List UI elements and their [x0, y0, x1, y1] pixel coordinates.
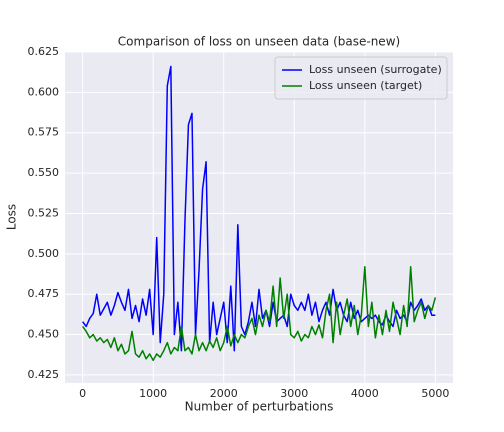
x-tick-label: 5000: [421, 387, 449, 400]
y-tick-label: 0.625: [28, 45, 60, 58]
x-tick-label: 3000: [280, 387, 308, 400]
legend-box: [274, 56, 448, 100]
y-tick-label: 0.575: [28, 126, 60, 139]
x-axis-label: Number of perturbations: [185, 400, 334, 414]
x-tick-label: 1000: [139, 387, 167, 400]
y-tick-label: 0.525: [28, 206, 60, 219]
legend: Loss unseen (surrogate) Loss unseen (targ…: [274, 56, 448, 100]
x-tick-label: 2000: [210, 387, 238, 400]
plot-area: [65, 52, 453, 383]
y-tick-label: 0.500: [28, 247, 60, 260]
y-tick-label: 0.450: [28, 328, 60, 341]
x-tick-label: 0: [79, 387, 86, 400]
series-line: [82, 65, 436, 352]
series-line: [82, 266, 437, 362]
chart-title: Comparison of loss on unseen data (base-…: [118, 35, 400, 49]
y-tick-label: 0.600: [28, 85, 60, 98]
legend-label: Loss unseen (surrogate): [309, 63, 442, 76]
x-tick-label: 4000: [351, 387, 379, 400]
legend-label: Loss unseen (target): [309, 79, 422, 92]
y-axis-label: Loss: [5, 204, 19, 230]
y-tick-label: 0.475: [28, 287, 60, 300]
y-tick-label: 0.550: [28, 166, 60, 179]
y-tick-label: 0.425: [28, 368, 60, 381]
